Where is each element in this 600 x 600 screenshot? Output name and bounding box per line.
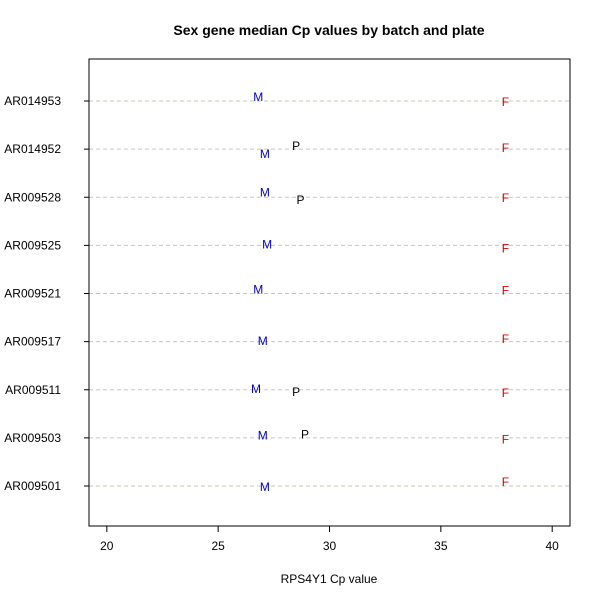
plot-frame	[88, 58, 571, 527]
point-f-ar009501: F	[502, 475, 509, 489]
y-tick-label-ar009525: AR009525	[4, 238, 61, 252]
point-f-ar009521: F	[502, 284, 509, 298]
point-p-ar009503: P	[301, 428, 309, 442]
y-tick-label-ar009511: AR009511	[5, 383, 61, 397]
point-m-ar014953: M	[253, 90, 263, 104]
point-f-ar009517: F	[502, 332, 509, 346]
point-p-ar014952: P	[292, 139, 300, 153]
x-tick-label-35: 35	[434, 539, 448, 553]
y-tick-label-ar009521: AR009521	[4, 287, 61, 301]
x-axis-label: RPS4Y1 Cp value	[281, 572, 378, 586]
y-tick-label-ar009501: AR009501	[4, 479, 61, 493]
x-tick-label-20: 20	[100, 539, 114, 553]
x-axis: 20 25 30 35 40	[100, 526, 559, 553]
point-f-ar009511: F	[502, 386, 509, 400]
data-marks: M M M M M M M M M F F F F F F F F F P P P P	[251, 90, 509, 494]
y-tick-label-ar009517: AR009517	[4, 335, 61, 349]
point-m-ar009525: M	[262, 237, 272, 251]
point-p-ar009511: P	[292, 385, 300, 399]
point-f-ar009528: F	[502, 191, 509, 205]
point-m-ar009501: M	[260, 480, 270, 494]
point-m-ar014952: M	[260, 147, 270, 161]
x-tick-label-40: 40	[546, 539, 560, 553]
x-tick-label-25: 25	[211, 539, 225, 553]
point-m-ar009511: M	[251, 382, 261, 396]
chart-title: Sex gene median Cp values by batch and p…	[173, 22, 484, 38]
point-m-ar009517: M	[258, 334, 268, 348]
point-f-ar014952: F	[502, 141, 509, 155]
point-m-ar009503: M	[258, 428, 268, 442]
y-tick-label-ar014952: AR014952	[4, 142, 61, 156]
point-f-ar009525: F	[502, 242, 509, 256]
point-f-ar009503: F	[502, 432, 509, 446]
x-tick-label-30: 30	[323, 539, 337, 553]
y-tick-label-ar009528: AR009528	[4, 190, 61, 204]
point-m-ar009521: M	[253, 283, 263, 297]
y-axis: AR009501 AR009503 AR009511 AR009517 AR009521…	[4, 94, 89, 493]
point-p-ar009528: P	[297, 193, 305, 207]
grid-lines	[89, 100, 570, 487]
point-m-ar009528: M	[260, 185, 270, 199]
point-f-ar014953: F	[502, 95, 509, 109]
y-tick-label-ar009503: AR009503	[4, 431, 61, 445]
y-tick-label-ar014953: AR014953	[4, 94, 61, 108]
